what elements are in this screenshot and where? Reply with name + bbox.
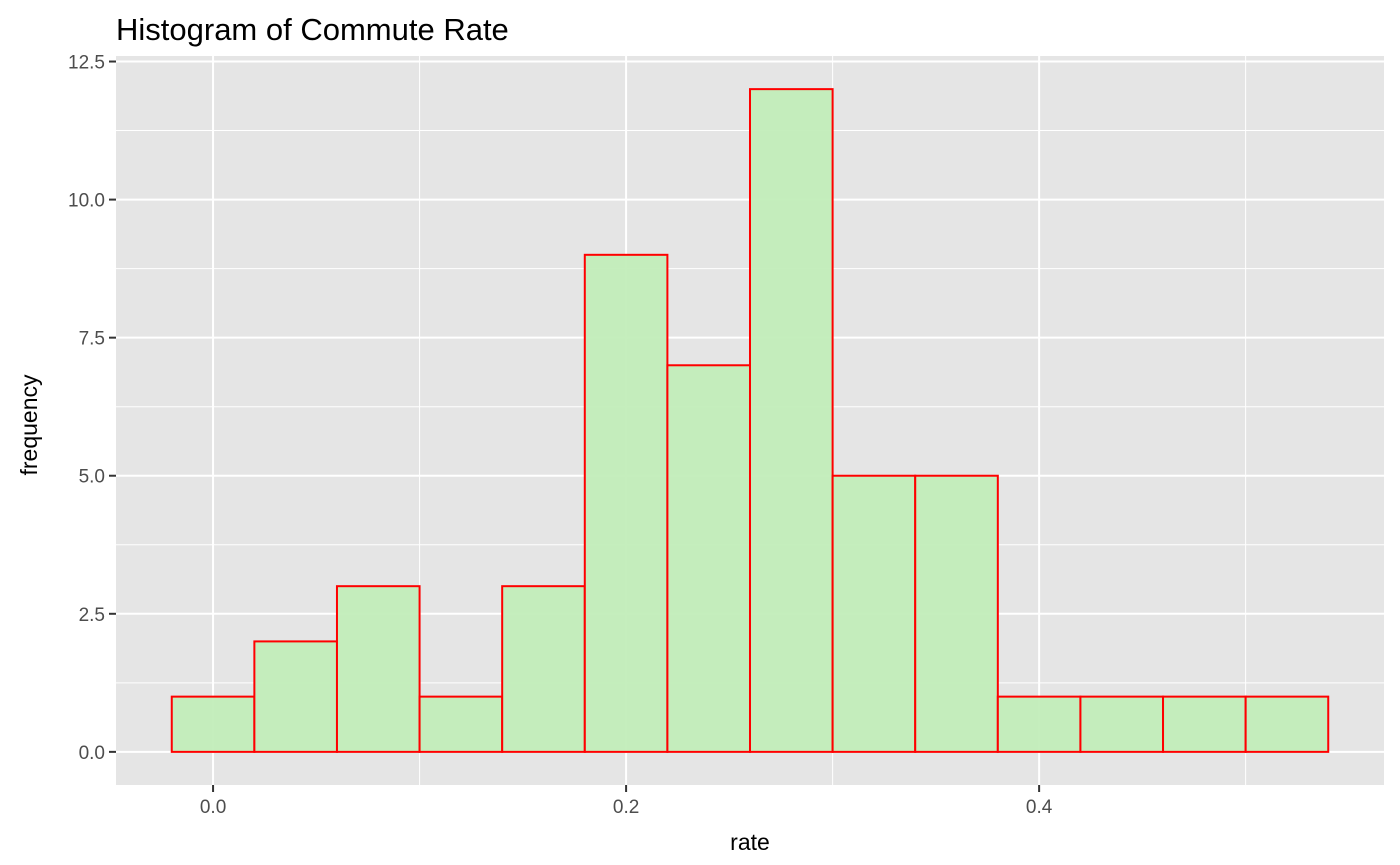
x-tick-label: 0.4 [1026,797,1053,818]
y-tick-label: 0.0 [79,743,105,764]
histogram-bar [831,474,917,753]
x-tick-label: 0.0 [200,797,226,818]
x-axis-title: rate [730,829,770,855]
y-axis-title: frequency [16,374,42,476]
histogram-bar [253,640,338,753]
x-axis: 0.0 0.2 0.4 [200,785,1053,818]
y-tick-label: 7.5 [79,329,105,350]
histogram-bar [418,695,504,753]
histogram-bar [1079,695,1165,753]
histogram-bar [1162,695,1247,753]
y-tick-label: 10.0 [68,191,105,212]
histogram-bar [501,585,586,753]
y-tick-label: 2.5 [79,605,105,626]
y-tick-label: 12.5 [68,53,105,74]
histogram-bar [666,364,752,753]
histogram-bar [1244,695,1330,753]
histogram-bars [170,88,1330,753]
histogram-bar [914,474,999,753]
histogram-bar [996,695,1082,753]
histogram-bar [170,695,256,753]
y-tick-label: 5.0 [79,467,105,488]
histogram-bar [335,585,421,753]
x-tick-label: 0.2 [613,797,639,818]
histogram-bar [583,253,669,753]
y-axis: 0.0 2.5 5.0 7.5 10.0 12.5 [68,53,116,764]
chart-title: Histogram of Commute Rate [116,12,509,47]
histogram-bar [749,88,834,753]
